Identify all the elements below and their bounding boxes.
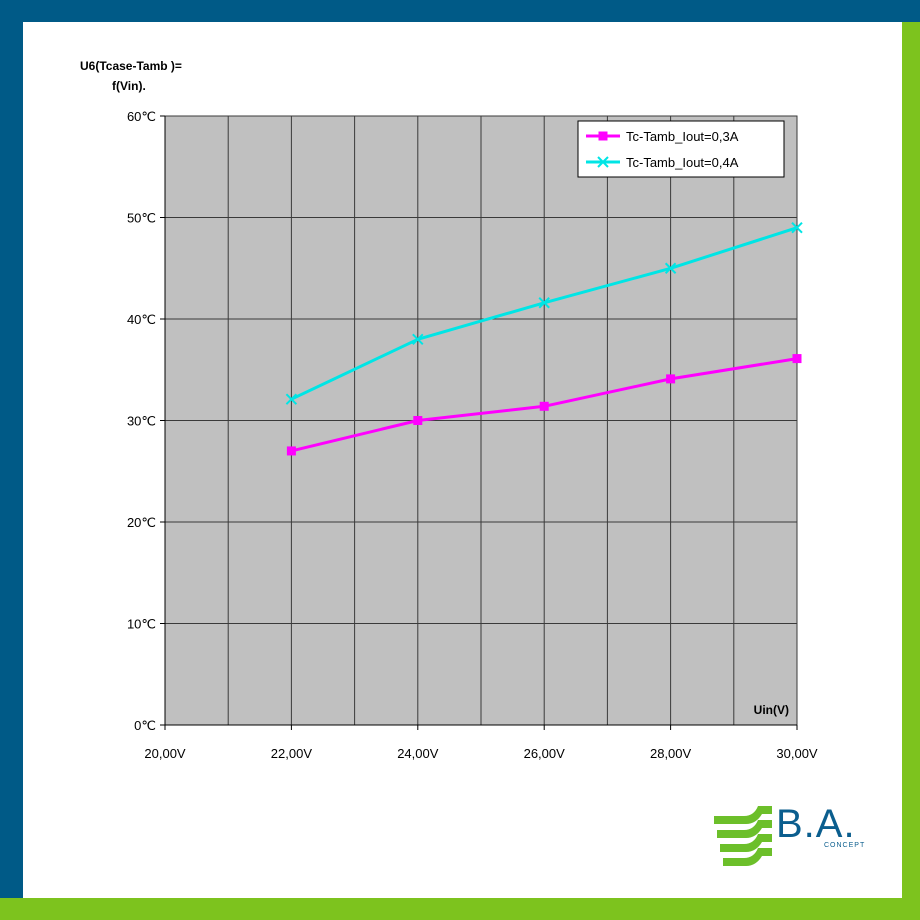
data-point-x: [597, 156, 609, 168]
series-2: [285, 221, 803, 405]
axes: 0℃ 10℃ 20℃ 30℃ 40℃ 50℃ 60℃ 20,00V 22,00V 24,00V 26…: [127, 109, 818, 761]
x-tick-label: 20,00V: [144, 746, 186, 761]
data-point-square: [286, 446, 296, 456]
data-point-x-stroke: [285, 393, 298, 405]
data-point-x-stroke: [538, 297, 550, 309]
x-tick-label: 22,00V: [271, 746, 313, 761]
series-layer: [285, 221, 803, 456]
y-tick-label: 50℃: [127, 211, 156, 226]
ba-concept-logo: B.A. CONCEPT: [714, 798, 884, 878]
data-point-x: [285, 393, 298, 405]
data-point-x-stroke: [597, 156, 609, 168]
y-tick-label: 0℃: [134, 718, 156, 733]
data-point-x-stroke: [791, 221, 803, 234]
x-tick-label: 30,00V: [776, 746, 818, 761]
logo-subtitle: CONCEPT: [824, 842, 866, 849]
data-point-x-stroke: [664, 262, 677, 274]
frame-left-bar: [0, 0, 23, 920]
x-tick-label: 28,00V: [650, 746, 692, 761]
y-tick-label: 20℃: [127, 515, 156, 530]
y-tick-label: 40℃: [127, 312, 156, 327]
data-point-square: [598, 131, 608, 141]
data-point-square: [666, 374, 676, 384]
legend-box: [577, 120, 785, 178]
logo-stripe: [717, 820, 772, 838]
frame-right-bar: [902, 22, 920, 920]
logo-stripe: [720, 834, 772, 852]
data-point-square: [792, 354, 802, 364]
data-point-square: [539, 401, 549, 411]
chart-title: U6(Tcase-Tamb )= f(Vin).: [70, 56, 240, 96]
data-point-x: [412, 333, 424, 346]
y-tick-label: 30℃: [127, 414, 156, 429]
chart-title-line-2: f(Vin).: [112, 79, 146, 93]
logo-text: B.A.: [776, 802, 856, 846]
logo-stripe: [723, 848, 772, 866]
x-tick-label: 24,00V: [397, 746, 439, 761]
legend-label: Tc-Tamb_Iout=0,4A: [626, 155, 739, 170]
data-point-x-stroke: [412, 333, 424, 346]
chart-title-line-1: U6(Tcase-Tamb )=: [80, 59, 182, 73]
legend-label: Tc-Tamb_Iout=0,3A: [626, 129, 739, 144]
logo-stripe: [714, 806, 772, 824]
y-tick-label: 10℃: [127, 617, 156, 632]
frame-top-bar: [0, 0, 920, 22]
ba-concept-logo-icon: [714, 806, 772, 866]
x-tick-label: 26,00V: [524, 746, 566, 761]
y-tick-label: 60℃: [127, 109, 156, 124]
data-point-x: [791, 221, 803, 234]
legend: Tc-Tamb_Iout=0,3A Tc-Tamb_Iout=0,4A: [577, 120, 785, 178]
series-1: [286, 354, 802, 456]
data-point-x: [538, 297, 550, 309]
data-point-square: [413, 416, 423, 425]
data-point-x: [664, 262, 677, 274]
x-axis-label: Uin(V): [754, 703, 789, 717]
frame-bottom-bar: [0, 898, 920, 920]
